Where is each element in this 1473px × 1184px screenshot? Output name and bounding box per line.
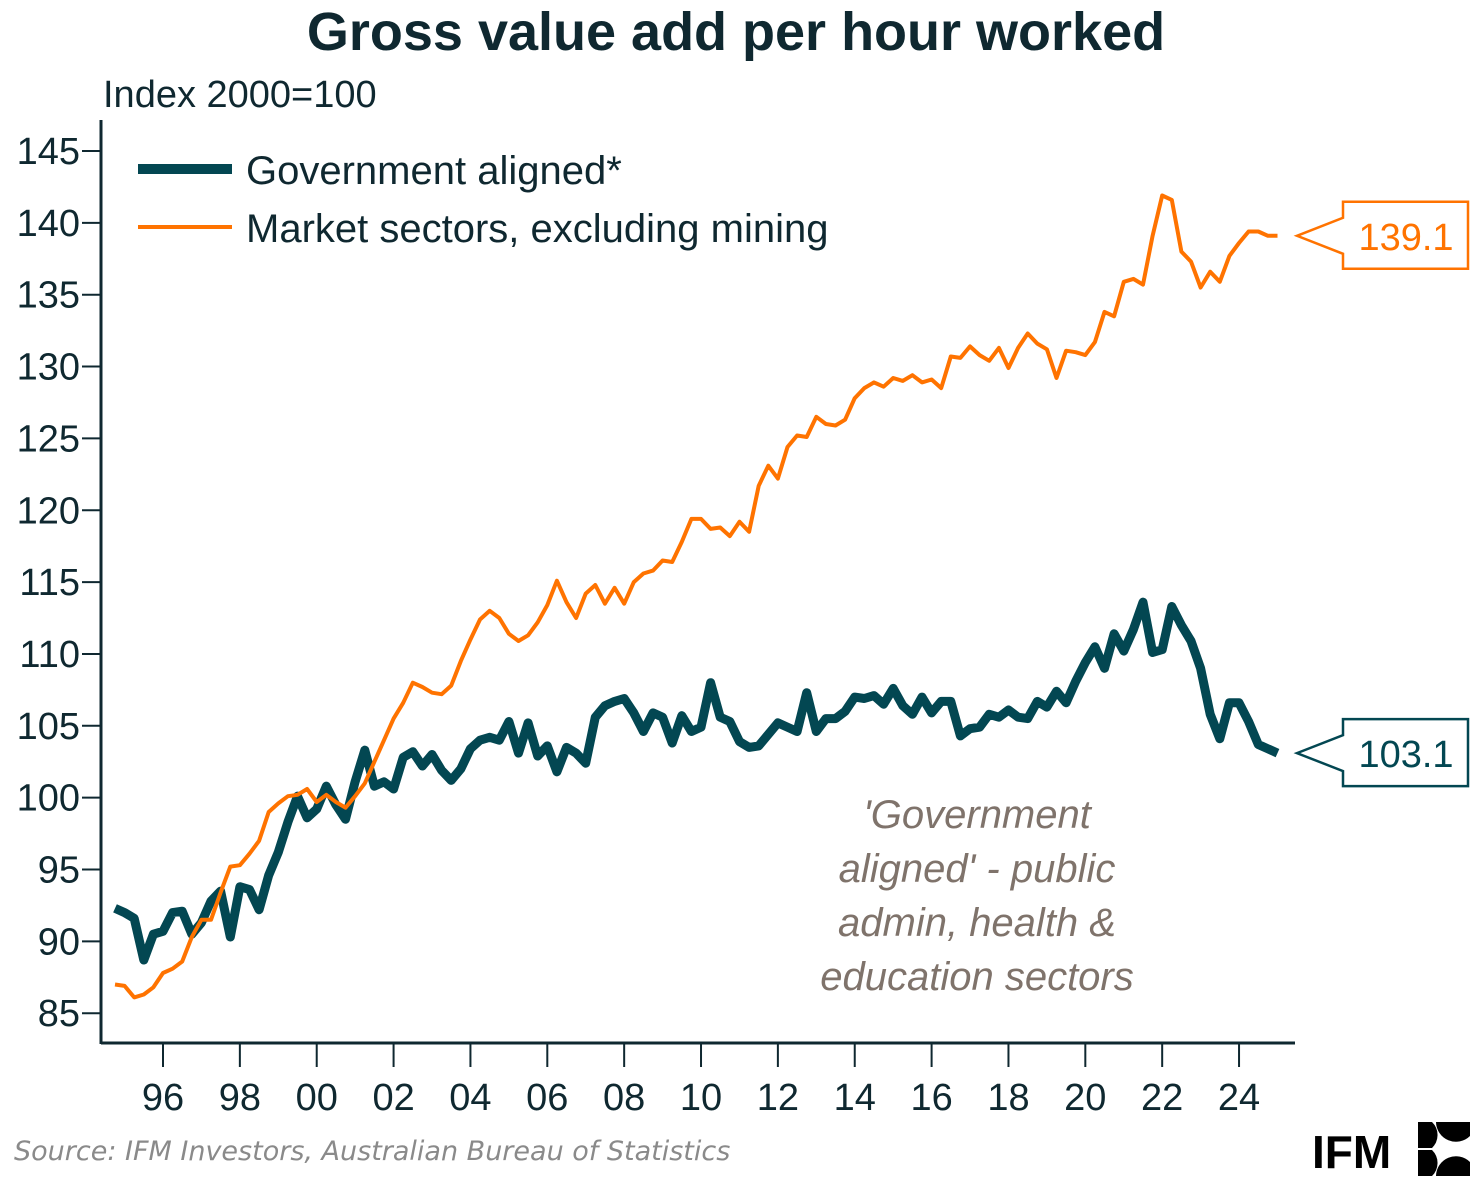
source-note: Source: IFM Investors, Australian Bureau…	[14, 1136, 730, 1167]
annotation-line: aligned' - public	[839, 847, 1116, 891]
ifm-logo-icon	[1418, 1122, 1470, 1176]
y-tick-label: 125	[17, 418, 80, 460]
x-tick-label: 00	[296, 1077, 338, 1119]
x-tick-label: 98	[219, 1077, 261, 1119]
x-tick-label: 08	[603, 1077, 645, 1119]
x-tick-label: 10	[680, 1077, 722, 1119]
annotation-line: education sectors	[820, 955, 1134, 999]
ifm-logo: IFM	[1312, 1122, 1470, 1178]
end-labels: 103.1 139.1	[1293, 200, 1470, 788]
x-tick-label: 06	[526, 1077, 568, 1119]
end-label-value: 139.1	[1358, 217, 1453, 259]
x-tick-label: 02	[372, 1077, 414, 1119]
x-ticks: 96 98 00 02 04 06 08 10 12 14 16 18 20 22 24	[142, 1043, 1260, 1119]
y-tick-label: 135	[17, 275, 80, 317]
y-tick-label: 95	[38, 850, 80, 892]
logo-text: IFM	[1312, 1126, 1391, 1178]
y-tick-label: 120	[17, 490, 80, 532]
y-tick-label: 130	[17, 347, 80, 389]
annotation-note: 'Government aligned' - public admin, hea…	[820, 793, 1134, 999]
series-group	[113, 193, 1280, 1000]
x-tick-label: 14	[834, 1077, 876, 1119]
y-ticks: 85 90 95 100 105 110 115 120 125 130 135 140 145	[17, 131, 101, 1035]
x-tick-label: 24	[1218, 1077, 1260, 1119]
series-line-government-aligned	[113, 597, 1280, 965]
x-tick-label: 20	[1064, 1077, 1106, 1119]
x-tick-label: 04	[449, 1077, 491, 1119]
y-tick-label: 115	[19, 562, 80, 604]
y-tick-label: 140	[17, 203, 80, 245]
end-label-value: 103.1	[1358, 734, 1453, 776]
y-tick-label: 100	[17, 778, 80, 820]
legend-label-market: Market sectors, excluding mining	[246, 207, 828, 251]
legend-label-government: Government aligned*	[246, 149, 622, 193]
y-tick-label: 145	[17, 131, 80, 173]
x-tick-label: 96	[142, 1077, 184, 1119]
y-tick-label: 90	[38, 921, 80, 963]
end-label-government	[1293, 717, 1470, 788]
chart-title: Gross value add per hour worked	[307, 2, 1165, 62]
end-label-market	[1293, 200, 1470, 271]
legend: Government aligned* Market sectors, excl…	[138, 149, 828, 251]
x-tick-label: 22	[1141, 1077, 1183, 1119]
y-tick-label: 110	[19, 634, 80, 676]
y-tick-label: 85	[38, 993, 80, 1035]
x-tick-label: 16	[910, 1077, 952, 1119]
annotation-line: 'Government	[863, 793, 1093, 837]
y-tick-label: 105	[17, 706, 80, 748]
annotation-line: admin, health &	[838, 901, 1116, 945]
series-line-market-sectors	[114, 193, 1278, 1000]
x-tick-label: 18	[987, 1077, 1029, 1119]
y-axis-label: Index 2000=100	[103, 74, 377, 116]
x-tick-label: 12	[757, 1077, 799, 1119]
